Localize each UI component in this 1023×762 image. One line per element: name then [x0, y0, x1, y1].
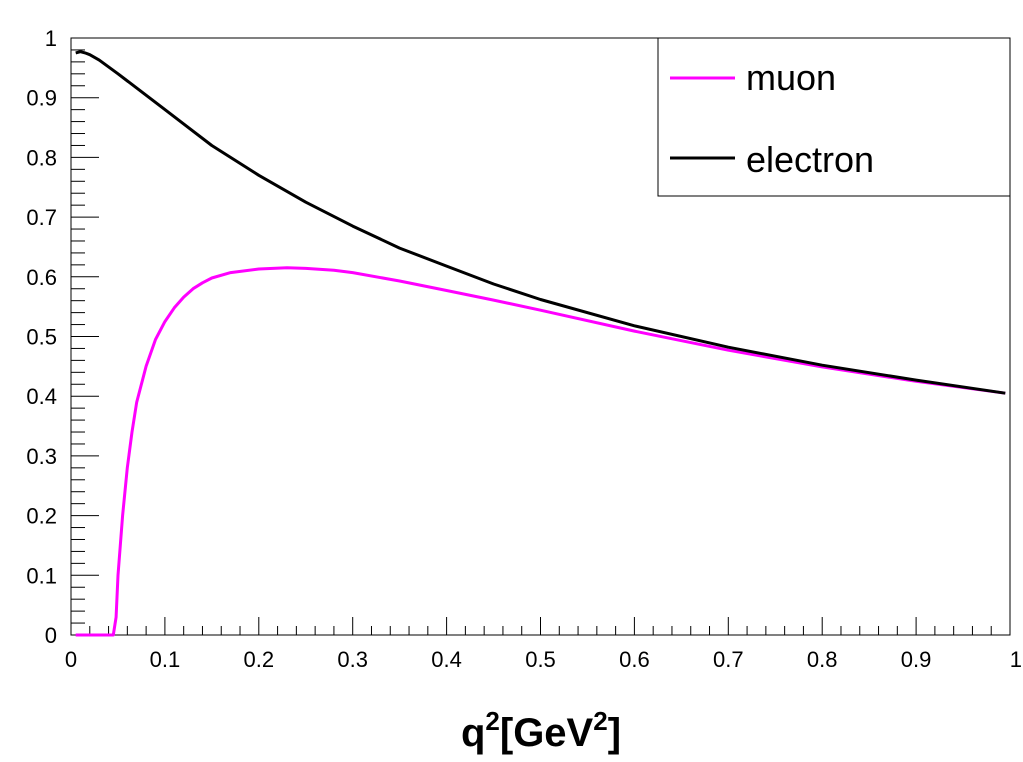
- legend-box: [657, 37, 1011, 197]
- x-axis-tick-labels: 0 0.1 0.2 0.3 0.4 0.5 0.6 0.7 0.8 0.9 1: [65, 647, 1022, 672]
- series-line-muon: [75, 266, 1006, 637]
- x-tick-label: 0.8: [807, 647, 838, 672]
- y-tick-label: 0.3: [26, 444, 57, 469]
- legend-label-electron: electron: [746, 139, 874, 180]
- y-tick-label: 1: [45, 26, 57, 51]
- x-tick-label: 0.6: [619, 647, 650, 672]
- y-axis-ticks: [71, 37, 99, 636]
- y-tick-label: 0.5: [26, 325, 57, 350]
- y-tick-label: 0.2: [26, 504, 57, 529]
- y-tick-label: 0.7: [26, 205, 57, 230]
- x-axis-label-q: q: [461, 711, 485, 755]
- x-tick-label: 0.9: [901, 647, 932, 672]
- series-line-electron: [75, 50, 1006, 395]
- x-tick-label: 0.5: [525, 647, 556, 672]
- legend: muon electron: [657, 37, 1011, 197]
- x-axis-label-sup2: 2: [593, 706, 607, 736]
- x-tick-label: 1: [1010, 647, 1022, 672]
- x-tick-label: 0.4: [431, 647, 462, 672]
- x-axis-label-sup1: 2: [485, 706, 499, 736]
- x-axis-label-close: ]: [608, 711, 621, 755]
- x-tick-label: 0.1: [150, 647, 181, 672]
- x-tick-label: 0.7: [713, 647, 744, 672]
- legend-label-muon: muon: [746, 57, 836, 98]
- x-tick-label: 0.3: [337, 647, 368, 672]
- y-tick-label: 0.6: [26, 265, 57, 290]
- y-tick-label: 0: [45, 623, 57, 648]
- y-tick-label: 0.9: [26, 86, 57, 111]
- y-tick-label: 0.4: [26, 384, 57, 409]
- y-axis-tick-labels: 0 0.1 0.2 0.3 0.4 0.5 0.6 0.7 0.8 0.9 1: [26, 26, 57, 648]
- x-tick-label: 0: [65, 647, 77, 672]
- x-tick-label: 0.2: [244, 647, 275, 672]
- series-lines: [75, 50, 1006, 637]
- y-tick-label: 0.1: [26, 563, 57, 588]
- x-axis-label: q2[GeV2]: [461, 706, 621, 755]
- x-axis-ticks: [70, 617, 1011, 635]
- y-tick-label: 0.8: [26, 145, 57, 170]
- x-axis-label-unit: [GeV: [500, 711, 594, 755]
